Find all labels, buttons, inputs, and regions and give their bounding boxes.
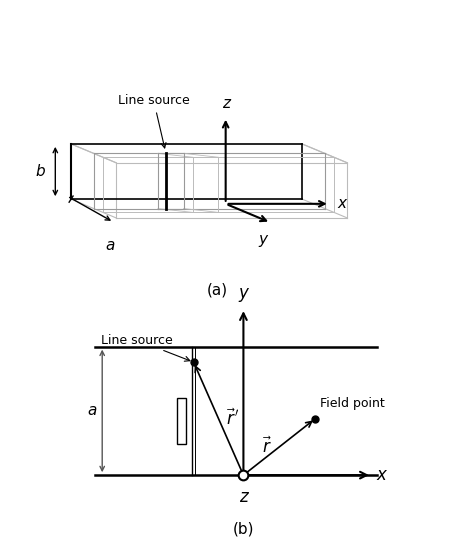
Text: Line source: Line source <box>118 95 190 148</box>
Text: x: x <box>337 196 346 211</box>
Bar <box>177 398 186 444</box>
Text: a: a <box>88 404 97 418</box>
Text: z: z <box>222 96 230 110</box>
Text: y: y <box>238 284 248 302</box>
Text: $\vec{r}$: $\vec{r}$ <box>262 437 272 457</box>
Text: y: y <box>258 232 267 247</box>
Text: z: z <box>239 488 248 506</box>
Text: (b): (b) <box>233 522 254 537</box>
Text: Field point: Field point <box>320 397 385 410</box>
Text: x: x <box>377 466 387 484</box>
Text: Line source: Line source <box>101 334 190 361</box>
Text: (a): (a) <box>207 282 228 297</box>
Text: $\vec{r}^{\,\prime}$: $\vec{r}^{\,\prime}$ <box>226 409 240 429</box>
Text: b: b <box>36 164 46 179</box>
Text: a: a <box>105 237 114 253</box>
